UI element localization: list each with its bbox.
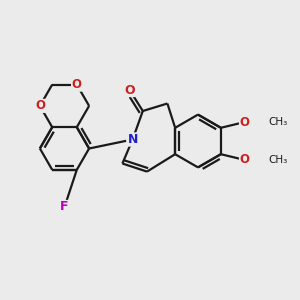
- Text: O: O: [239, 153, 250, 167]
- Text: O: O: [124, 83, 135, 97]
- Text: N: N: [128, 133, 138, 146]
- Text: F: F: [60, 200, 69, 214]
- Text: O: O: [35, 99, 45, 112]
- Text: CH₃: CH₃: [268, 117, 288, 127]
- Text: O: O: [239, 116, 250, 129]
- Text: O: O: [72, 78, 82, 91]
- Text: CH₃: CH₃: [268, 155, 288, 165]
